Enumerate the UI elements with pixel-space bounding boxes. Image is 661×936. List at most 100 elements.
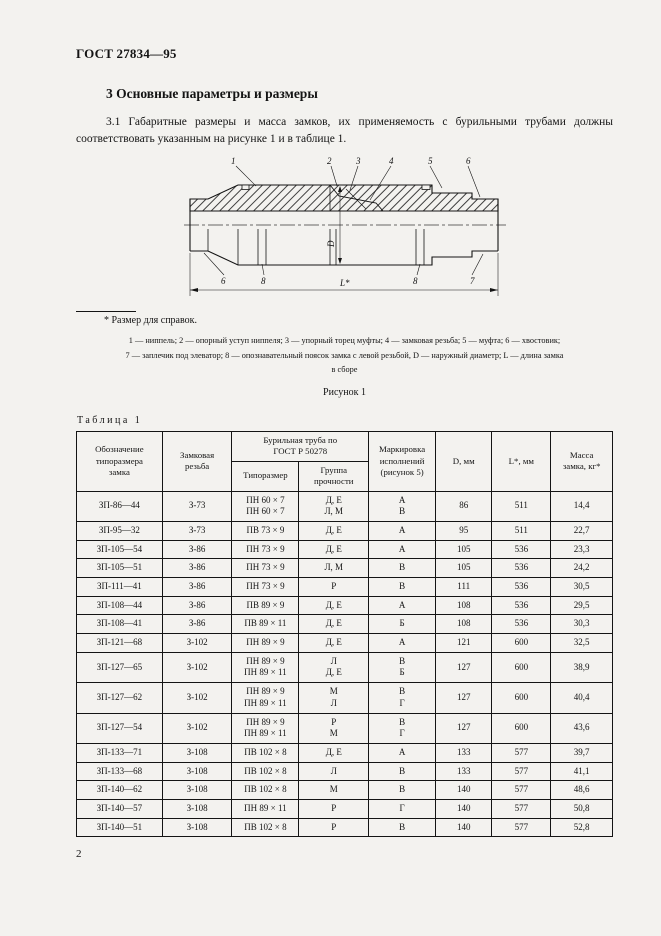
dim-d-arrow-top [337,186,342,193]
cell-designation: ЗП-121—68 [76,633,163,653]
thread-seam [329,185,383,212]
cell-size: ПН 89 × 9 ПН 89 × 11 [231,712,300,744]
cell-size: ПН 89 × 11 [231,798,300,819]
cell-marking: А В [368,490,437,522]
cell-l: 600 [491,682,552,714]
callout-5: 5 [428,156,433,166]
header-row-2: Типоразмер Группа прочности [77,460,613,492]
cell-mass: 39,7 [550,742,613,763]
cell-mass: 41,1 [550,761,613,782]
legend-line-1: 1 — ниппель; 2 — опорный уступ ниппеля; … [128,336,561,346]
cell-marking: В [368,761,437,782]
callout-7: 7 [470,276,475,286]
leader-7 [471,254,483,276]
cell-group: Р М [298,712,370,744]
cell-mass: 48,6 [550,780,613,800]
cell-size: ПН 73 × 9 [231,539,300,560]
cell-group: Р [298,798,370,819]
callout-6-top: 6 [466,156,471,166]
cell-marking: Г [368,798,437,819]
cell-group: Д, Е [298,742,370,763]
cell-thread: З-102 [161,682,233,714]
cell-designation: ЗП-86—44 [76,490,163,522]
cell-d: 133 [435,742,493,763]
table-row: ЗП-121—68 З-102 ПН 89 × 9 Д, Е А 121 600 32,5 [76,633,613,653]
cell-d: 140 [435,817,493,838]
footnote-rule [76,311,136,313]
cell-group: Д, Е [298,520,370,541]
cell-mass: 32,5 [550,633,613,653]
cell-size: ПВ 102 × 8 [231,742,300,763]
table-row: ЗП-133—71 З-108 ПВ 102 × 8 Д, Е А 133 577 39,7 [76,742,613,763]
table-row: ЗП-105—51 З-86 ПН 73 × 9 Л, М В 105 536 24,2 [76,558,613,579]
header-pipe-group: Бурильная труба по ГОСТ Р 50278 [231,430,370,462]
cell-thread: З-108 [161,780,233,800]
cell-size: ПН 73 × 9 [231,577,300,597]
cell-marking: А [368,520,437,541]
cell-marking: В [368,577,437,597]
cell-group: М [298,780,370,800]
dim-d-arrow-bottom [337,258,342,265]
leader-2 [330,166,337,187]
cell-l: 511 [491,520,552,541]
leader-4 [369,166,391,201]
cell-designation: ЗП-140—51 [76,817,163,838]
cell-size: ПВ 102 × 8 [231,780,300,800]
cell-designation: ЗП-140—57 [76,798,163,819]
figure-legend: 1 — ниппель; 2 — опорный уступ ниппеля; … [76,334,613,378]
section-hatched-body [188,184,499,212]
cell-thread: З-86 [161,558,233,579]
table-row: ЗП-140—51 З-108 ПВ 102 × 8 Р В 140 577 52,8 [76,817,613,838]
cell-designation: ЗП-133—71 [76,742,163,763]
cell-designation: ЗП-108—44 [76,595,163,616]
leader-8-left [261,264,264,276]
cell-marking: В [368,817,437,838]
cell-mass: 38,9 [550,651,613,684]
table-row: ЗП-140—57 З-108 ПН 89 × 11 Р Г 140 577 50,8 [76,798,613,819]
cell-designation: ЗП-105—51 [76,558,163,579]
cell-d: 105 [435,539,493,560]
cell-marking: А [368,633,437,653]
cell-l: 600 [491,712,552,744]
header-strength: Группа прочности [298,460,370,492]
table-row: ЗП-95—32 З-73 ПВ 73 × 9 Д, Е А 95 511 22,7 [76,520,613,541]
cell-size: ПВ 73 × 9 [231,520,300,541]
cell-d: 95 [435,520,493,541]
cell-group: М Л [298,682,370,714]
cell-thread: З-73 [161,490,233,522]
cell-size: ПВ 89 × 9 [231,595,300,616]
table-row: ЗП-133—68 З-108 ПВ 102 × 8 Л В 133 577 41,1 [76,761,613,782]
callout-2: 2 [327,156,332,166]
cell-thread: З-102 [161,633,233,653]
cell-d: 86 [435,490,493,522]
cell-mass: 50,8 [550,798,613,819]
cell-mass: 29,5 [550,595,613,616]
table-row: ЗП-108—41 З-86 ПВ 89 × 11 Д, Е Б 108 536 30,3 [76,614,613,635]
cell-group: Р [298,577,370,597]
table-body: ЗП-86—44 З-73 ПН 60 × 7 ПН 60 × 7 Д, Е Л, М… [76,490,613,838]
cell-mass: 30,3 [550,614,613,635]
cell-d: 108 [435,614,493,635]
groove-notch-left [241,184,249,191]
header-designation: Обозначение типоразмера замка [76,430,163,492]
cell-l: 536 [491,595,552,616]
cell-marking: В Б [368,651,437,684]
cell-mass: 52,8 [550,817,613,838]
dim-d-label: D [326,240,336,248]
dim-l-arrow-right [489,288,498,293]
cell-mass: 40,4 [550,682,613,714]
cell-thread: З-86 [161,539,233,560]
dim-l-arrow-left [189,288,198,293]
page-number: 2 [76,848,82,861]
cell-d: 105 [435,558,493,579]
parameters-table: Обозначение типоразмера замка Замковая р… [76,430,613,838]
cell-thread: З-102 [161,651,233,684]
cell-designation: ЗП-111—41 [76,577,163,597]
cell-marking: Б [368,614,437,635]
header-size: Типоразмер [231,460,300,492]
cell-size: ПВ 102 × 8 [231,817,300,838]
cell-size: ПН 89 × 9 [231,633,300,653]
table-row: ЗП-127—65 З-102 ПН 89 × 9 ПН 89 × 11 Л Д, Е… [76,651,613,684]
